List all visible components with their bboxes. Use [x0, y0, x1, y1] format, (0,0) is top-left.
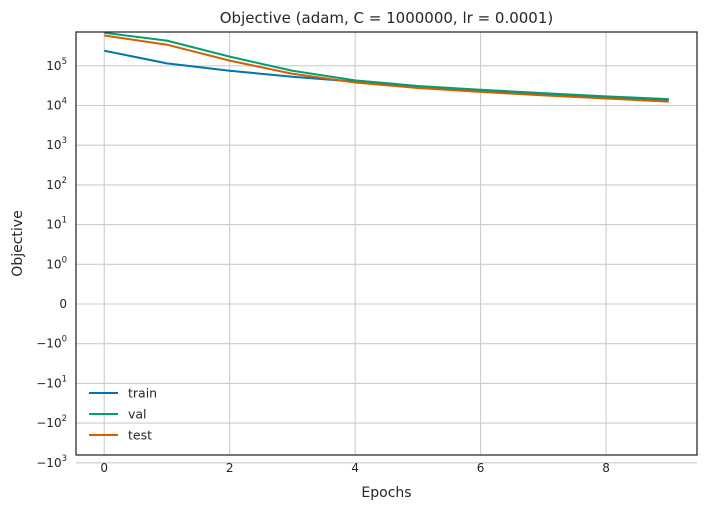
- y-tick-label: −102: [36, 414, 67, 430]
- x-tick-labels: 0 2 4 6 8: [100, 461, 609, 475]
- legend: train val test: [89, 386, 157, 443]
- series-line-val: [104, 31, 669, 101]
- y-tick-label: −101: [36, 374, 67, 390]
- y-tick-label: 101: [46, 216, 67, 232]
- y-tick-label: −100: [36, 335, 67, 351]
- y-tick-label: −103: [36, 454, 67, 470]
- legend-label-train: train: [128, 386, 157, 401]
- y-tick-label: 103: [46, 136, 67, 152]
- y-tick-label: 102: [46, 176, 67, 192]
- y-axis-label: Objective: [10, 210, 26, 276]
- y-tick-label: 100: [46, 255, 67, 271]
- legend-label-test: test: [128, 428, 152, 443]
- x-axis-label: Epochs: [361, 485, 411, 501]
- y-tick-label: 105: [46, 57, 67, 73]
- legend-label-val: val: [128, 407, 147, 422]
- x-tick-label: 0: [100, 461, 108, 475]
- grid: [76, 32, 697, 464]
- y-tick-labels: −103 −102 −101 −100 0 100 101 102 103 104 105: [36, 57, 67, 470]
- y-tick-label: 0: [59, 297, 67, 311]
- plot-background: [76, 32, 697, 455]
- series-lines: [104, 31, 669, 103]
- y-tick-label: 104: [46, 97, 67, 113]
- x-tick-label: 4: [351, 461, 359, 475]
- x-tick-label: 6: [477, 461, 485, 475]
- x-tick-label: 8: [602, 461, 610, 475]
- x-tick-label: 2: [226, 461, 234, 475]
- chart-title: Objective (adam, C = 1000000, lr = 0.000…: [220, 9, 554, 27]
- plot-frame: [75, 31, 698, 456]
- series-line-test: [104, 34, 669, 103]
